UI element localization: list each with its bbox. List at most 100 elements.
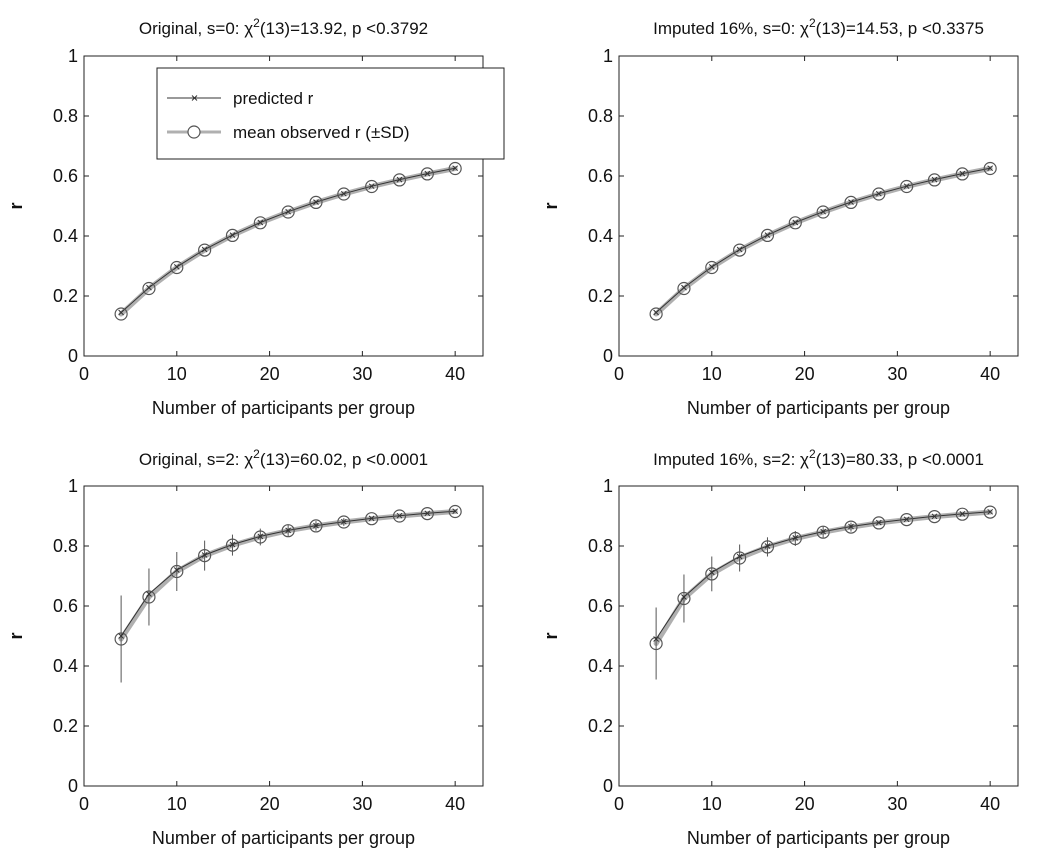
observed-point (705, 260, 719, 275)
title-superscript: 2 (809, 447, 816, 461)
observed-point (955, 167, 969, 181)
title-superscript: 2 (253, 16, 260, 30)
x-axis-label: Number of participants per group (687, 398, 950, 418)
predicted-point-cross (368, 515, 375, 522)
observed-point (927, 509, 942, 524)
predicted-point-cross (848, 523, 854, 530)
observed-point (198, 243, 212, 257)
predicted-point-cross (875, 190, 882, 197)
predicted-point-cross (708, 569, 715, 576)
predicted-point-cross (903, 516, 910, 523)
predicted-point-cross (340, 518, 347, 525)
predicted-point-cross (424, 170, 431, 177)
y-tick-label: 0 (68, 346, 78, 366)
y-tick-label: 1 (68, 46, 78, 66)
x-tick-label: 20 (260, 794, 280, 814)
panel-3: Imputed 16%, s=2: χ2(13)=80.33, p <0.000… (541, 447, 1019, 848)
y-tick-label: 1 (603, 476, 613, 496)
observed-point (649, 636, 663, 651)
x-tick-label: 10 (167, 364, 187, 384)
predicted-point-cross (173, 264, 180, 270)
observed-point (983, 505, 997, 519)
x-tick-label: 0 (614, 364, 624, 384)
observed-point (114, 632, 128, 646)
observed-point (253, 530, 267, 544)
predicted-point-cross (708, 264, 715, 270)
x-tick-label: 30 (352, 364, 372, 384)
x-tick-label: 10 (702, 794, 722, 814)
observed-point (281, 205, 295, 219)
y-axis-label: r (541, 202, 561, 209)
predicted-point-cross (340, 190, 347, 197)
predicted-point-cross (653, 309, 659, 316)
legend-observed-label: mean observed r (±SD) (233, 123, 410, 142)
observed-point (448, 504, 462, 519)
title-superscript: 2 (253, 447, 260, 461)
title-main: Imputed 16%, s=0: χ (653, 19, 809, 38)
y-axis-label: r (541, 632, 561, 639)
y-tick-label: 0.8 (588, 536, 613, 556)
observed-point (309, 519, 323, 533)
predicted-point-cross (452, 508, 459, 515)
x-tick-label: 30 (887, 794, 907, 814)
x-tick-label: 10 (167, 794, 187, 814)
predicted-point-cross (118, 633, 124, 639)
observed-point (225, 228, 240, 242)
y-tick-label: 1 (603, 46, 613, 66)
observed-point (816, 525, 830, 539)
observed-point (788, 531, 802, 546)
y-tick-label: 0.8 (53, 536, 78, 556)
observed-point (844, 195, 858, 209)
predicted-point-cross (229, 541, 236, 548)
predicted-point-cross (736, 553, 743, 560)
x-tick-label: 0 (614, 794, 624, 814)
predicted-point-cross (146, 591, 152, 597)
predicted-point-cross (257, 533, 264, 540)
observed-point (337, 187, 351, 201)
observed-point (420, 506, 434, 521)
observed-point (677, 281, 691, 296)
predicted-point-cross (820, 208, 826, 215)
x-tick-label: 40 (445, 794, 465, 814)
legend-box (156, 67, 505, 160)
y-tick-label: 0.2 (53, 716, 78, 736)
observed-point (309, 195, 323, 209)
observed-point (705, 567, 719, 581)
predicted-point-cross (201, 552, 208, 558)
observed-point (844, 520, 858, 534)
x-tick-label: 10 (702, 364, 722, 384)
y-tick-label: 0.2 (53, 286, 78, 306)
legend-observed-marker (187, 125, 201, 139)
predicted-point-cross (396, 512, 403, 519)
observed-point (677, 591, 691, 606)
predicted-point-cross (118, 309, 124, 316)
y-axis-label: r (6, 202, 26, 209)
predicted-point-cross (792, 219, 799, 226)
chart-title: Imputed 16%, s=2: χ2(13)=80.33, p <0.000… (653, 447, 984, 469)
y-tick-label: 0.4 (53, 656, 78, 676)
predicted-point-cross (959, 511, 966, 517)
y-tick-label: 0 (603, 776, 613, 796)
predicted-point-cross (368, 183, 375, 190)
observed-point (114, 307, 128, 321)
observed-point (448, 161, 462, 176)
predicted-point-cross (875, 519, 882, 526)
panel-1: Imputed 16%, s=0: χ2(13)=14.53, p <0.337… (541, 16, 1019, 418)
observed-point (733, 243, 747, 257)
predicted-point-cross (681, 284, 687, 291)
observed-point (760, 228, 775, 242)
y-tick-label: 0 (68, 776, 78, 796)
predicted-point-cross (792, 535, 799, 541)
predicted-point-cross (313, 522, 319, 529)
predicted-point-cross (764, 543, 771, 549)
observed-point (253, 216, 267, 230)
y-tick-label: 0 (603, 346, 613, 366)
predicted-point-cross (653, 636, 659, 642)
observed-point (816, 205, 830, 219)
x-axis-label: Number of participants per group (152, 398, 415, 418)
x-tick-label: 20 (260, 364, 280, 384)
predicted-point-cross (257, 219, 264, 226)
predicted-point-cross (285, 527, 291, 534)
title-main: Original, s=0: χ (139, 19, 253, 38)
